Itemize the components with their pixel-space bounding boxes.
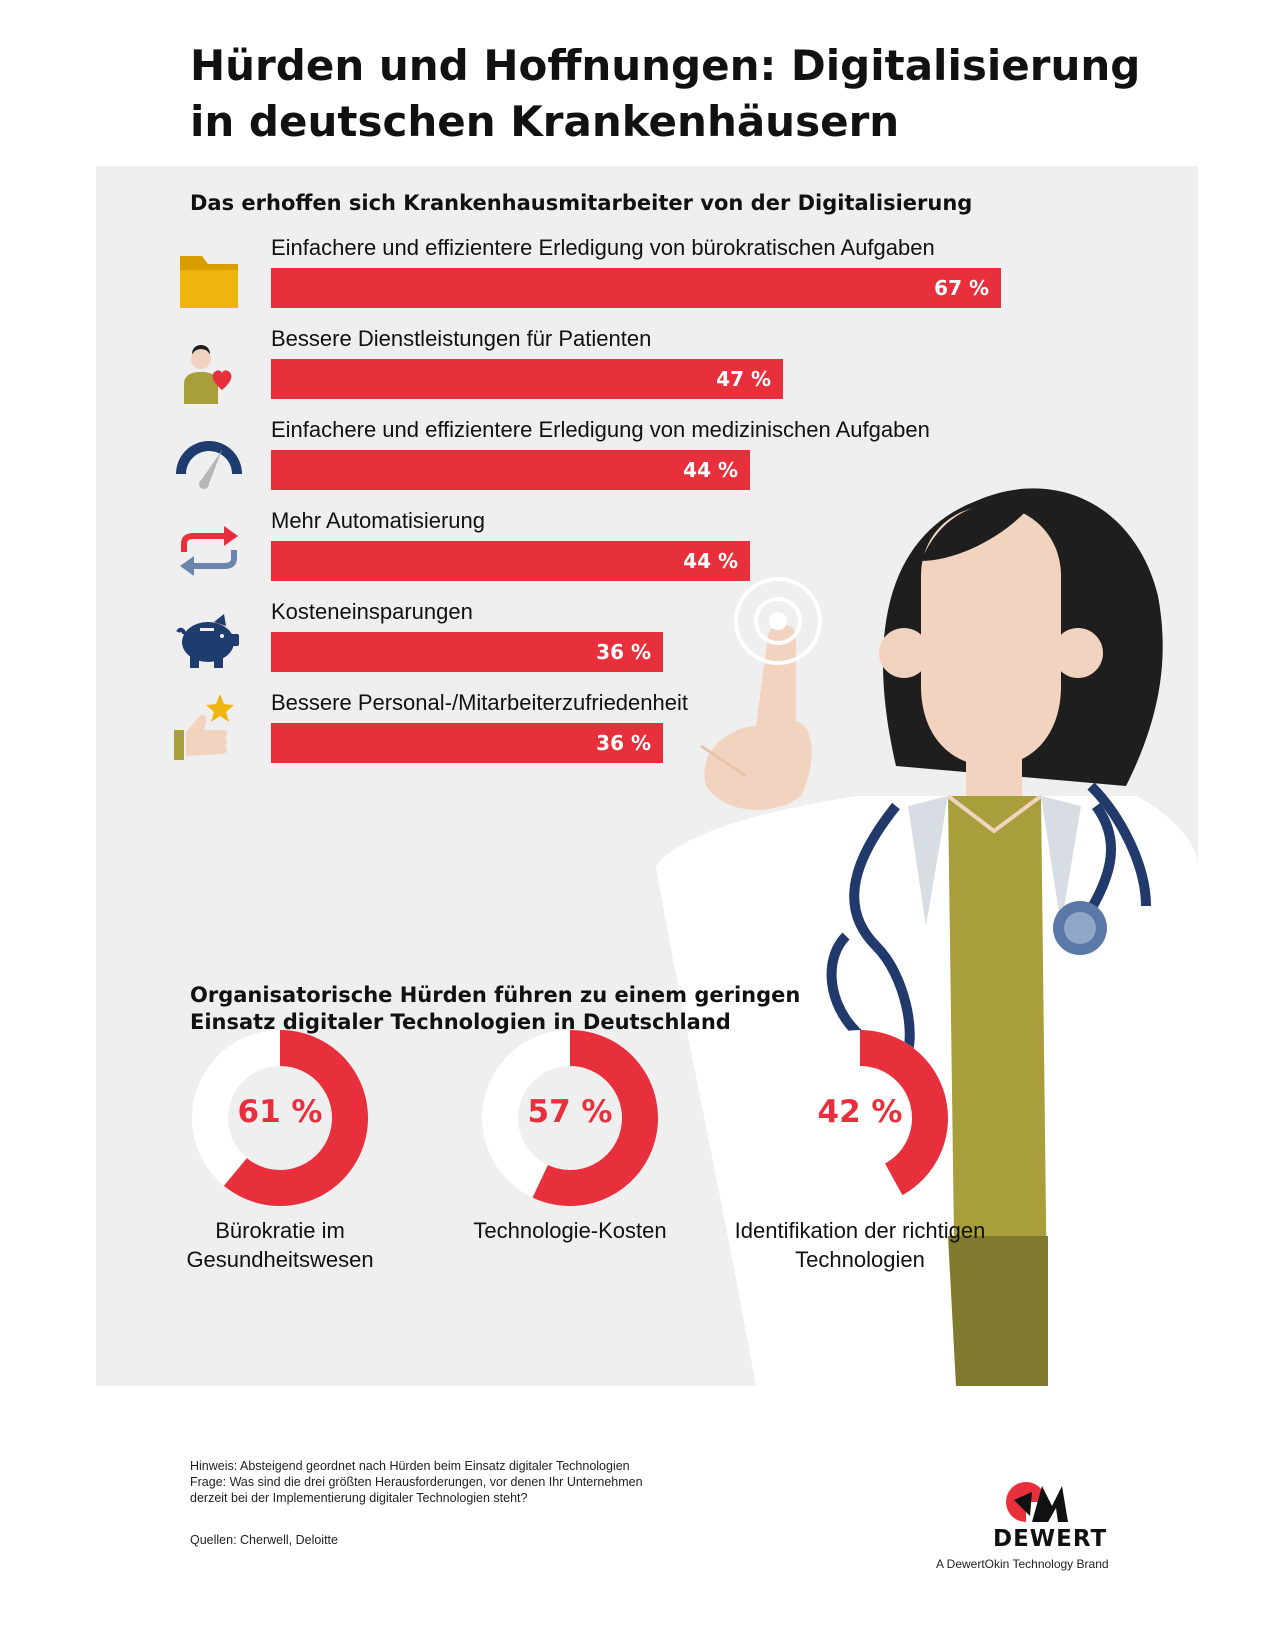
hurdles-heading: Organisatorische Hürden führen zu einem … — [190, 983, 801, 1034]
infographic-panel: Das erhoffen sich Krankenhausmitarbeiter… — [96, 166, 1198, 1386]
bar-label: Bessere Dienstleistungen für Patienten — [271, 326, 652, 351]
donut-caption: Identifikation der richtigen Technologie… — [734, 1218, 986, 1272]
bar: 67 % — [271, 268, 1001, 308]
footnote-question: Frage: Was sind die drei größten Herausf… — [190, 1475, 643, 1505]
donut-segment — [223, 1030, 368, 1206]
brand-tagline: A DewertOkin Technology Brand — [936, 1557, 1109, 1571]
dewert-logo — [1006, 1482, 1068, 1522]
cycle-arrows-icon — [180, 526, 238, 576]
bar-value-label: 36 % — [596, 731, 651, 755]
bar: 36 % — [271, 632, 663, 672]
footnote-sources: Quellen: Cherwell, Deloitte — [190, 1533, 338, 1547]
hopes-heading: Das erhoffen sich Krankenhausmitarbeiter… — [190, 191, 973, 215]
folder-icon — [180, 256, 238, 308]
bar-value-label: 44 % — [683, 549, 738, 573]
donut-value-label: 42 % — [817, 1094, 903, 1130]
donut-segment — [532, 1030, 658, 1206]
doctor-illustration — [656, 488, 1198, 1386]
footnotes: Hinweis: Absteigend geordnet nach Hürden… — [190, 1458, 670, 1548]
bar-value-label: 36 % — [596, 640, 651, 664]
bar-label: Einfachere und effizientere Erledigung v… — [271, 235, 935, 260]
bar-label: Einfachere und effizientere Erledigung v… — [271, 417, 930, 442]
brand-name: DEWERT — [993, 1526, 1108, 1552]
thumbs-up-star-icon — [174, 694, 234, 760]
footnote-note: Hinweis: Absteigend geordnet nach Hürden… — [190, 1459, 630, 1473]
donut-value-label: 61 % — [237, 1094, 323, 1130]
hurdles-donut-chart — [192, 1030, 948, 1206]
bar: 44 % — [271, 450, 750, 490]
bar: 44 % — [271, 541, 750, 581]
bar-label: Kosteneinsparungen — [271, 599, 473, 624]
bar: 36 % — [271, 723, 663, 763]
bar-value-label: 47 % — [716, 367, 771, 391]
patient-heart-icon — [184, 345, 232, 404]
piggy-bank-icon — [176, 614, 239, 668]
donut-value-label: 57 % — [527, 1094, 613, 1130]
bar-value-label: 67 % — [934, 276, 989, 300]
bar-label: Bessere Personal-/Mitarbeiterzufriedenhe… — [271, 690, 688, 715]
donut-caption: Technologie-Kosten — [473, 1218, 667, 1243]
page-title: Hürden und Hoffnungen: Digitalisierung i… — [190, 41, 1141, 146]
speedometer-icon — [176, 441, 242, 489]
bar-value-label: 44 % — [683, 458, 738, 482]
bar-label: Mehr Automatisierung — [271, 508, 485, 533]
bar: 47 % — [271, 359, 783, 399]
donut-caption: Bürokratie im Gesundheitswesen — [186, 1218, 374, 1272]
donut-segment — [859, 1030, 948, 1196]
